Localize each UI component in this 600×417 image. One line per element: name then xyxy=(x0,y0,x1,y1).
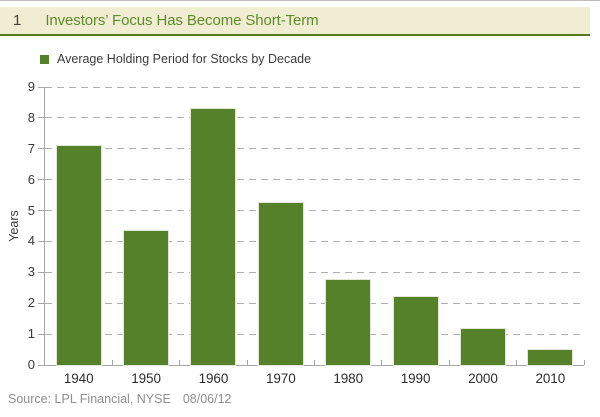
top-rule xyxy=(0,0,600,1)
x-label-1970: 1970 xyxy=(265,371,296,386)
bar-1990 xyxy=(393,297,438,365)
x-label-1980: 1980 xyxy=(333,371,363,386)
gridline-5 xyxy=(45,210,584,212)
y-tick-label-4: 4 xyxy=(27,233,35,249)
y-tick-label-3: 3 xyxy=(27,264,35,280)
bar-1980 xyxy=(326,280,371,365)
y-tick-1 xyxy=(38,333,44,335)
bar-1950 xyxy=(124,230,169,365)
chart-header: 1 Investors’ Focus Has Become Short-Term xyxy=(0,7,590,36)
y-tick-label-7: 7 xyxy=(27,140,35,156)
plot-area: 0 1 2 3 4 5 6 7 8 9 1940 1950 1960 1970 1980 1990 2000 20… xyxy=(28,79,585,386)
bar-1970 xyxy=(258,202,303,365)
source-date: 08/06/12 xyxy=(182,392,232,406)
gridline-8 xyxy=(45,117,584,119)
x-tick-2000 xyxy=(516,360,518,365)
legend-swatch-icon xyxy=(40,54,49,64)
x-tick-1970 xyxy=(314,360,315,365)
y-tick-label-5: 5 xyxy=(27,202,35,218)
source-note: Source: LPL Financial, NYSE 08/06/12 xyxy=(8,392,231,406)
x-label-2010: 2010 xyxy=(535,371,566,386)
x-label-2000: 2000 xyxy=(468,371,498,386)
bar-1960 xyxy=(191,108,236,365)
bar-2000 xyxy=(460,329,505,365)
x-tick-1990 xyxy=(448,360,450,365)
page-title: Investors’ Focus Has Become Short-Term xyxy=(45,12,319,29)
bar-1940 xyxy=(56,145,101,365)
gridline-1 xyxy=(45,333,584,335)
bar-2010 xyxy=(528,349,573,365)
x-tick-1940 xyxy=(111,360,113,365)
source-text: Source: LPL Financial, NYSE xyxy=(8,392,171,406)
gridline-4 xyxy=(45,240,584,242)
y-tick-6 xyxy=(38,179,44,181)
x-tick-2010 xyxy=(583,360,585,365)
y-tick-5 xyxy=(38,210,44,212)
y-tick-0 xyxy=(38,364,44,366)
y-tick-9 xyxy=(38,86,44,88)
y-tick-label-6: 6 xyxy=(27,171,35,187)
x-tick-1960 xyxy=(246,360,248,365)
y-tick-label-1: 1 xyxy=(27,326,35,342)
y-tick-label-8: 8 xyxy=(27,109,35,125)
gridline-6 xyxy=(45,179,584,181)
x-tick-1950 xyxy=(179,360,181,365)
gridline-9 xyxy=(45,86,584,88)
figure-number: 1 xyxy=(13,12,22,29)
x-label-1950: 1950 xyxy=(131,371,161,386)
y-axis-title: Years xyxy=(7,210,21,242)
legend-label: Average Holding Period for Stocks by Dec… xyxy=(57,52,312,66)
x-label-1940: 1940 xyxy=(63,371,94,386)
bar-chart: 0 1 2 3 4 5 6 7 8 9 1940 1950 1960 1970 1980 1990 2000 20… xyxy=(28,79,585,386)
legend: Average Holding Period for Stocks by Dec… xyxy=(40,52,311,66)
y-tick-label-2: 2 xyxy=(27,295,35,311)
x-label-1990: 1990 xyxy=(400,371,431,386)
y-tick-2 xyxy=(38,302,44,304)
gridline-3 xyxy=(45,271,584,273)
gridline-7 xyxy=(45,148,584,150)
y-tick-8 xyxy=(38,117,44,119)
x-tick-1980 xyxy=(381,360,383,365)
y-tick-label-9: 9 xyxy=(27,79,35,94)
y-tick-7 xyxy=(38,148,44,150)
x-label-1960: 1960 xyxy=(198,371,229,386)
y-tick-4 xyxy=(38,240,44,242)
y-tick-3 xyxy=(38,271,44,273)
gridline-2 xyxy=(45,302,584,304)
y-tick-label-0: 0 xyxy=(27,357,35,372)
